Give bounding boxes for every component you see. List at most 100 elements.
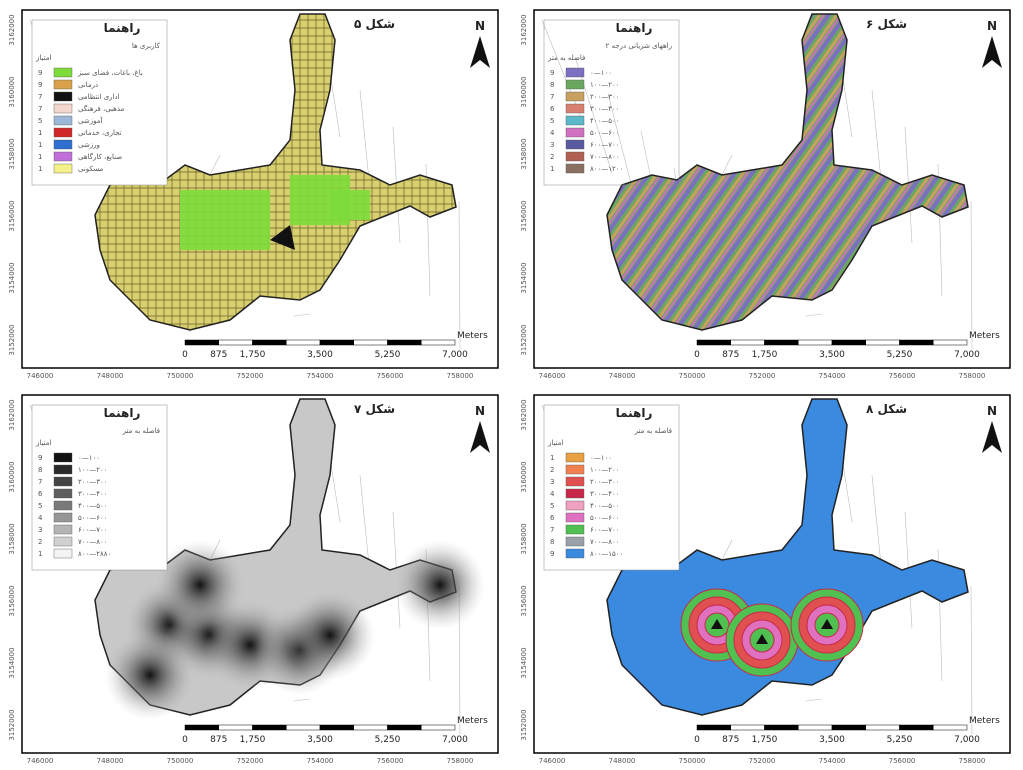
legend-swatch bbox=[53, 115, 73, 126]
legend-score: 4 bbox=[550, 490, 555, 498]
legend-score: 3 bbox=[550, 141, 554, 149]
legend-label: ۱۰۰—۲۰۰ bbox=[590, 466, 620, 474]
legend-score: 3 bbox=[550, 478, 554, 486]
y-coordinate: 3162000 bbox=[8, 399, 16, 430]
legend-score: 6 bbox=[38, 490, 43, 498]
admin-area bbox=[270, 225, 295, 250]
legend-score: 1 bbox=[38, 129, 42, 137]
scale-segment bbox=[899, 339, 934, 346]
legend-swatch bbox=[53, 464, 73, 475]
scale-segment bbox=[831, 339, 866, 346]
x-coordinate: 750000 bbox=[167, 757, 194, 765]
scale-label: 0 bbox=[694, 735, 700, 745]
scale-segment bbox=[730, 339, 765, 346]
panel-title: شکل ۷ bbox=[354, 402, 395, 416]
road bbox=[970, 200, 973, 350]
coverage-zone bbox=[105, 630, 195, 720]
legend-label: مذهبی، فرهنگی bbox=[78, 104, 125, 113]
legend-label: ۳۰۰—۴۰۰ bbox=[590, 490, 620, 498]
legend-score: 1 bbox=[38, 550, 42, 558]
scale-segment bbox=[319, 339, 354, 346]
score-header: فاصله به متر bbox=[547, 54, 585, 62]
legend-subtitle: فاصله به متر bbox=[634, 427, 672, 435]
legend-score: 5 bbox=[38, 117, 42, 125]
legend-swatch bbox=[565, 163, 585, 174]
legend-label: تجاری، خدماتی bbox=[78, 129, 122, 137]
scale-segment bbox=[353, 339, 388, 346]
legend-swatch bbox=[53, 524, 73, 535]
legend-swatch bbox=[565, 79, 585, 90]
legend-swatch bbox=[565, 476, 585, 487]
x-coordinate: 752000 bbox=[749, 757, 776, 765]
legend-label: درمانی bbox=[78, 81, 98, 89]
scale-segment bbox=[319, 724, 354, 731]
legend-score: 9 bbox=[38, 454, 42, 462]
x-coordinate: 754000 bbox=[819, 372, 846, 380]
scale-label: 875 bbox=[210, 350, 227, 360]
legend-subtitle: فاصله به متر bbox=[122, 427, 160, 435]
x-coordinate: 756000 bbox=[377, 757, 404, 765]
legend-swatch bbox=[565, 103, 585, 114]
legend-title: راهنما bbox=[616, 406, 653, 420]
legend-label: ۸۰۰—۱۲۰۰ bbox=[590, 165, 623, 173]
legend-label: باغ، باغات، فضای سبز bbox=[77, 69, 143, 77]
legend-swatch bbox=[565, 548, 585, 559]
legend-swatch bbox=[53, 163, 73, 174]
legend-swatch bbox=[565, 536, 585, 547]
legend-title: راهنما bbox=[104, 406, 141, 420]
legend-swatch bbox=[565, 151, 585, 162]
legend-swatch bbox=[565, 524, 585, 535]
legend-score: 1 bbox=[38, 141, 42, 149]
scale-segment bbox=[764, 724, 799, 731]
y-coordinate: 3162000 bbox=[8, 14, 16, 45]
scale-label: 3,500 bbox=[819, 735, 845, 745]
legend-label: اداری انتظامی bbox=[78, 93, 120, 101]
legend-title: راهنما bbox=[616, 21, 653, 35]
legend-subtitle: راههای شریانی درجه ۲ bbox=[606, 42, 672, 50]
legend-score: 4 bbox=[38, 514, 43, 522]
x-coordinate: 756000 bbox=[889, 372, 916, 380]
scale-label: 1,750 bbox=[240, 735, 266, 745]
legend-label: ۲۰۰—۳۰۰ bbox=[590, 93, 620, 101]
legend-swatch bbox=[53, 452, 73, 463]
legend-score: 1 bbox=[38, 165, 42, 173]
legend-label: ۱۰۰—۲۰۰ bbox=[590, 81, 620, 89]
scale-unit: Meters bbox=[969, 331, 1000, 341]
score-header: امتیاز bbox=[35, 54, 51, 62]
x-coordinate: 748000 bbox=[97, 372, 124, 380]
scale-label: 7,000 bbox=[442, 735, 468, 745]
scale-label: 1,750 bbox=[752, 735, 778, 745]
legend-swatch bbox=[53, 79, 73, 90]
scale-label: 1,750 bbox=[240, 350, 266, 360]
scale-label: 5,250 bbox=[375, 350, 401, 360]
north-arrow bbox=[470, 421, 490, 453]
scale-segment bbox=[764, 339, 799, 346]
scale-label: 0 bbox=[182, 735, 188, 745]
north-arrow bbox=[470, 36, 490, 68]
y-coordinate: 3160000 bbox=[520, 76, 528, 107]
road bbox=[293, 313, 311, 317]
legend-score: 7 bbox=[38, 93, 42, 101]
scale-segment bbox=[696, 724, 731, 731]
scale-segment bbox=[696, 339, 731, 346]
legend-label: ورزشی bbox=[78, 141, 100, 149]
scale-segment bbox=[353, 724, 388, 731]
y-coordinate: 3154000 bbox=[8, 262, 16, 293]
legend-score: 6 bbox=[550, 105, 555, 113]
y-coordinate: 3156000 bbox=[8, 200, 16, 231]
legend-label: آموزشی bbox=[78, 116, 103, 125]
x-coordinate: 754000 bbox=[819, 757, 846, 765]
legend-label: ۳۰۰—۴۰۰ bbox=[590, 105, 620, 113]
y-coordinate: 3152000 bbox=[520, 324, 528, 355]
legend-label: ۵۰۰—۶۰۰ bbox=[78, 514, 108, 522]
road bbox=[541, 19, 583, 121]
legend-swatch bbox=[53, 512, 73, 523]
y-coordinate: 3154000 bbox=[8, 647, 16, 678]
scale-segment bbox=[218, 724, 253, 731]
legend-label: ۵۰۰—۶۰۰ bbox=[590, 129, 620, 137]
scale-unit: Meters bbox=[457, 331, 488, 341]
legend-score: 9 bbox=[38, 69, 42, 77]
legend-swatch bbox=[565, 139, 585, 150]
coverage-zone bbox=[285, 590, 375, 680]
scale-label: 7,000 bbox=[442, 350, 468, 360]
